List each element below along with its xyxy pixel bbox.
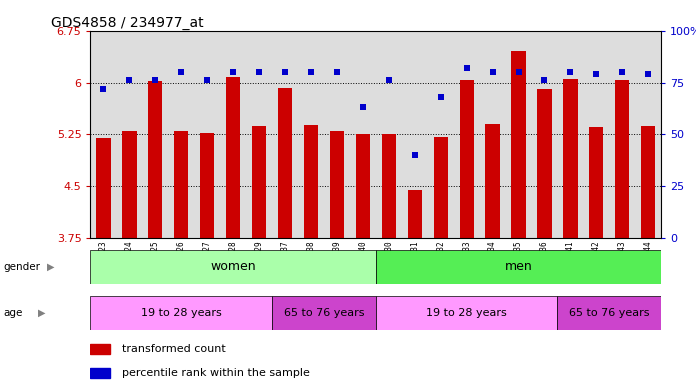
Text: men: men [505, 260, 532, 273]
Bar [90, 368, 111, 378]
Bar [174, 131, 189, 238]
Bar [168, 0, 194, 384]
Bar [350, 0, 376, 384]
Point [617, 69, 628, 75]
Bar [148, 81, 162, 238]
Point [175, 69, 187, 75]
Bar [200, 133, 214, 238]
Point [228, 69, 239, 75]
Bar [194, 0, 220, 384]
Bar [557, 0, 583, 384]
Bar [641, 126, 656, 238]
Point [280, 69, 291, 75]
Point [202, 78, 213, 84]
Bar [563, 79, 578, 238]
Text: ▶: ▶ [38, 308, 46, 318]
Text: 19 to 28 years: 19 to 28 years [141, 308, 221, 318]
Text: gender: gender [3, 262, 40, 272]
Point [253, 69, 264, 75]
Bar [90, 0, 116, 384]
Point [150, 78, 161, 84]
Bar [609, 0, 635, 384]
Bar [226, 77, 240, 238]
Bar [272, 296, 376, 330]
Text: age: age [3, 308, 23, 318]
Bar [376, 0, 402, 384]
Point [591, 71, 602, 77]
Bar [90, 296, 272, 330]
Bar [590, 127, 603, 238]
Bar [330, 131, 344, 238]
Point [306, 69, 317, 75]
Bar [537, 89, 552, 238]
Bar [116, 0, 143, 384]
Point [98, 86, 109, 92]
Text: transformed count: transformed count [122, 344, 226, 354]
Bar [324, 0, 350, 384]
Bar [90, 344, 111, 354]
Bar [376, 250, 661, 284]
Bar [272, 0, 298, 384]
Bar [505, 0, 532, 384]
Bar [220, 0, 246, 384]
Bar [459, 80, 474, 238]
Bar [96, 138, 111, 238]
Bar [532, 0, 557, 384]
Bar [454, 0, 480, 384]
Bar [356, 134, 370, 238]
Point [435, 94, 446, 100]
Bar [485, 124, 500, 238]
Bar [376, 296, 557, 330]
Bar [583, 0, 609, 384]
Bar [122, 131, 136, 238]
Text: GDS4858 / 234977_at: GDS4858 / 234977_at [51, 16, 203, 30]
Text: women: women [210, 260, 256, 273]
Bar [381, 134, 396, 238]
Bar [615, 81, 629, 238]
Bar [143, 0, 168, 384]
Bar [480, 0, 505, 384]
Point [331, 69, 342, 75]
Point [124, 78, 135, 84]
Bar [90, 250, 376, 284]
Point [357, 104, 368, 111]
Point [409, 152, 420, 158]
Point [513, 69, 524, 75]
Point [565, 69, 576, 75]
Text: percentile rank within the sample: percentile rank within the sample [122, 368, 310, 378]
Bar [428, 0, 454, 384]
Bar [278, 88, 292, 238]
Point [539, 78, 550, 84]
Bar [298, 0, 324, 384]
Bar [402, 0, 428, 384]
Bar [512, 51, 525, 238]
Bar [304, 126, 318, 238]
Point [383, 78, 395, 84]
Bar [557, 296, 661, 330]
Text: ▶: ▶ [47, 262, 55, 272]
Bar [252, 126, 267, 238]
Point [487, 69, 498, 75]
Text: 19 to 28 years: 19 to 28 years [426, 308, 507, 318]
Bar [635, 0, 661, 384]
Text: 65 to 76 years: 65 to 76 years [569, 308, 649, 318]
Bar [246, 0, 272, 384]
Point [461, 65, 472, 71]
Bar [434, 137, 448, 238]
Point [642, 71, 654, 77]
Text: 65 to 76 years: 65 to 76 years [284, 308, 364, 318]
Bar [408, 190, 422, 238]
